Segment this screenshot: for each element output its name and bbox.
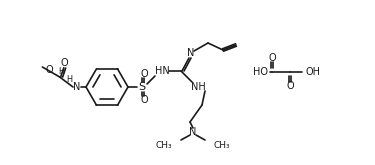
Text: O: O xyxy=(140,95,148,105)
Text: S: S xyxy=(138,82,146,92)
Text: NH: NH xyxy=(190,82,206,92)
Text: CH₃: CH₃ xyxy=(214,141,231,149)
Text: CH₃: CH₃ xyxy=(155,141,172,149)
Text: O: O xyxy=(61,58,69,68)
Text: O: O xyxy=(286,81,294,91)
Text: O: O xyxy=(268,53,276,63)
Text: H: H xyxy=(66,75,72,83)
Text: N: N xyxy=(188,48,195,58)
Text: N: N xyxy=(74,82,81,92)
Text: OH: OH xyxy=(306,67,321,77)
Text: HO: HO xyxy=(253,67,268,77)
Text: HN: HN xyxy=(154,66,170,76)
Text: H: H xyxy=(58,66,65,76)
Text: O: O xyxy=(140,69,148,79)
Text: N: N xyxy=(189,127,196,137)
Text: O: O xyxy=(45,65,53,75)
